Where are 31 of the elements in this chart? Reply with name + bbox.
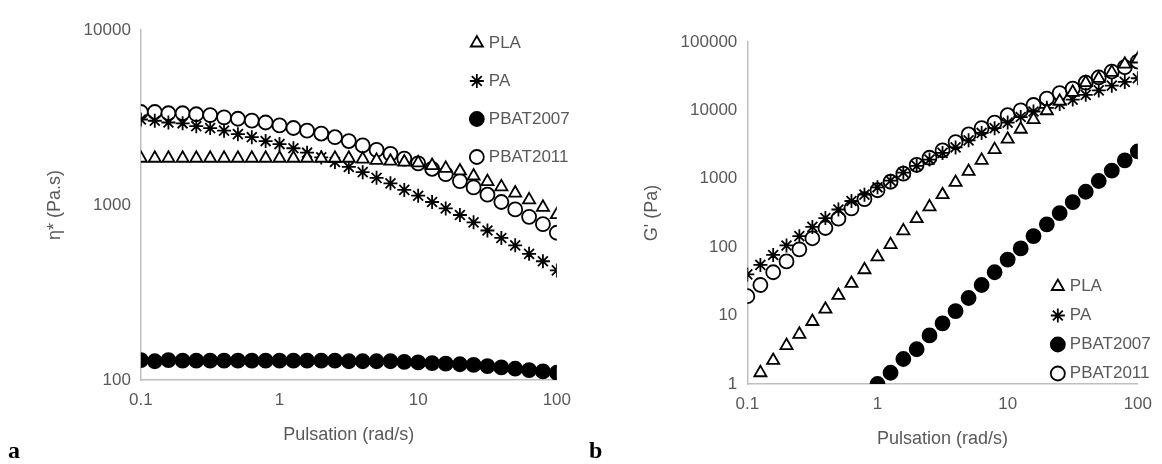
y-tick-label: 100 bbox=[708, 236, 738, 256]
text: a bbox=[8, 437, 20, 463]
x-tick-label: 100 bbox=[542, 389, 572, 409]
x-axis-title: Pulsation (rad/s) bbox=[877, 428, 1009, 449]
x-tick-label: 1 bbox=[274, 389, 285, 409]
x-tick-label: 0.1 bbox=[735, 393, 760, 413]
y-tick-label: 10 bbox=[718, 305, 738, 325]
legend-label: PBAT2011 bbox=[1069, 363, 1150, 383]
legend-label: PA bbox=[488, 70, 511, 90]
y-tick-label: 1000 bbox=[699, 168, 738, 188]
y-tick-label: 1 bbox=[727, 373, 738, 393]
x-axis-title: Pulsation (rad/s) bbox=[283, 424, 415, 445]
y-axis-title: η* (Pa.s) bbox=[43, 169, 64, 241]
legend-label: PBAT2011 bbox=[488, 146, 569, 166]
x-tick-label: 10 bbox=[408, 389, 428, 409]
x-tick-label: 1 bbox=[872, 393, 883, 413]
x-tick-label: 100 bbox=[1123, 393, 1153, 413]
y-axis-title: G' (Pa) bbox=[640, 184, 661, 242]
y-tick-label: 10000 bbox=[83, 19, 131, 39]
text: b bbox=[589, 437, 603, 463]
x-tick-label: 0.1 bbox=[129, 389, 153, 409]
y-tick-label: 10000 bbox=[690, 100, 738, 120]
legend-label: PBAT2007 bbox=[1069, 334, 1151, 354]
y-tick-label: 1000 bbox=[93, 194, 131, 214]
y-tick-label: 100 bbox=[102, 369, 131, 389]
legend-label: PLA bbox=[1069, 276, 1103, 296]
legend-label: PLA bbox=[488, 32, 522, 52]
legend-label: PBAT2007 bbox=[488, 108, 570, 128]
legend-label: PA bbox=[1069, 305, 1092, 325]
x-tick-label: 10 bbox=[998, 393, 1018, 413]
y-tick-label: 100000 bbox=[680, 31, 738, 51]
